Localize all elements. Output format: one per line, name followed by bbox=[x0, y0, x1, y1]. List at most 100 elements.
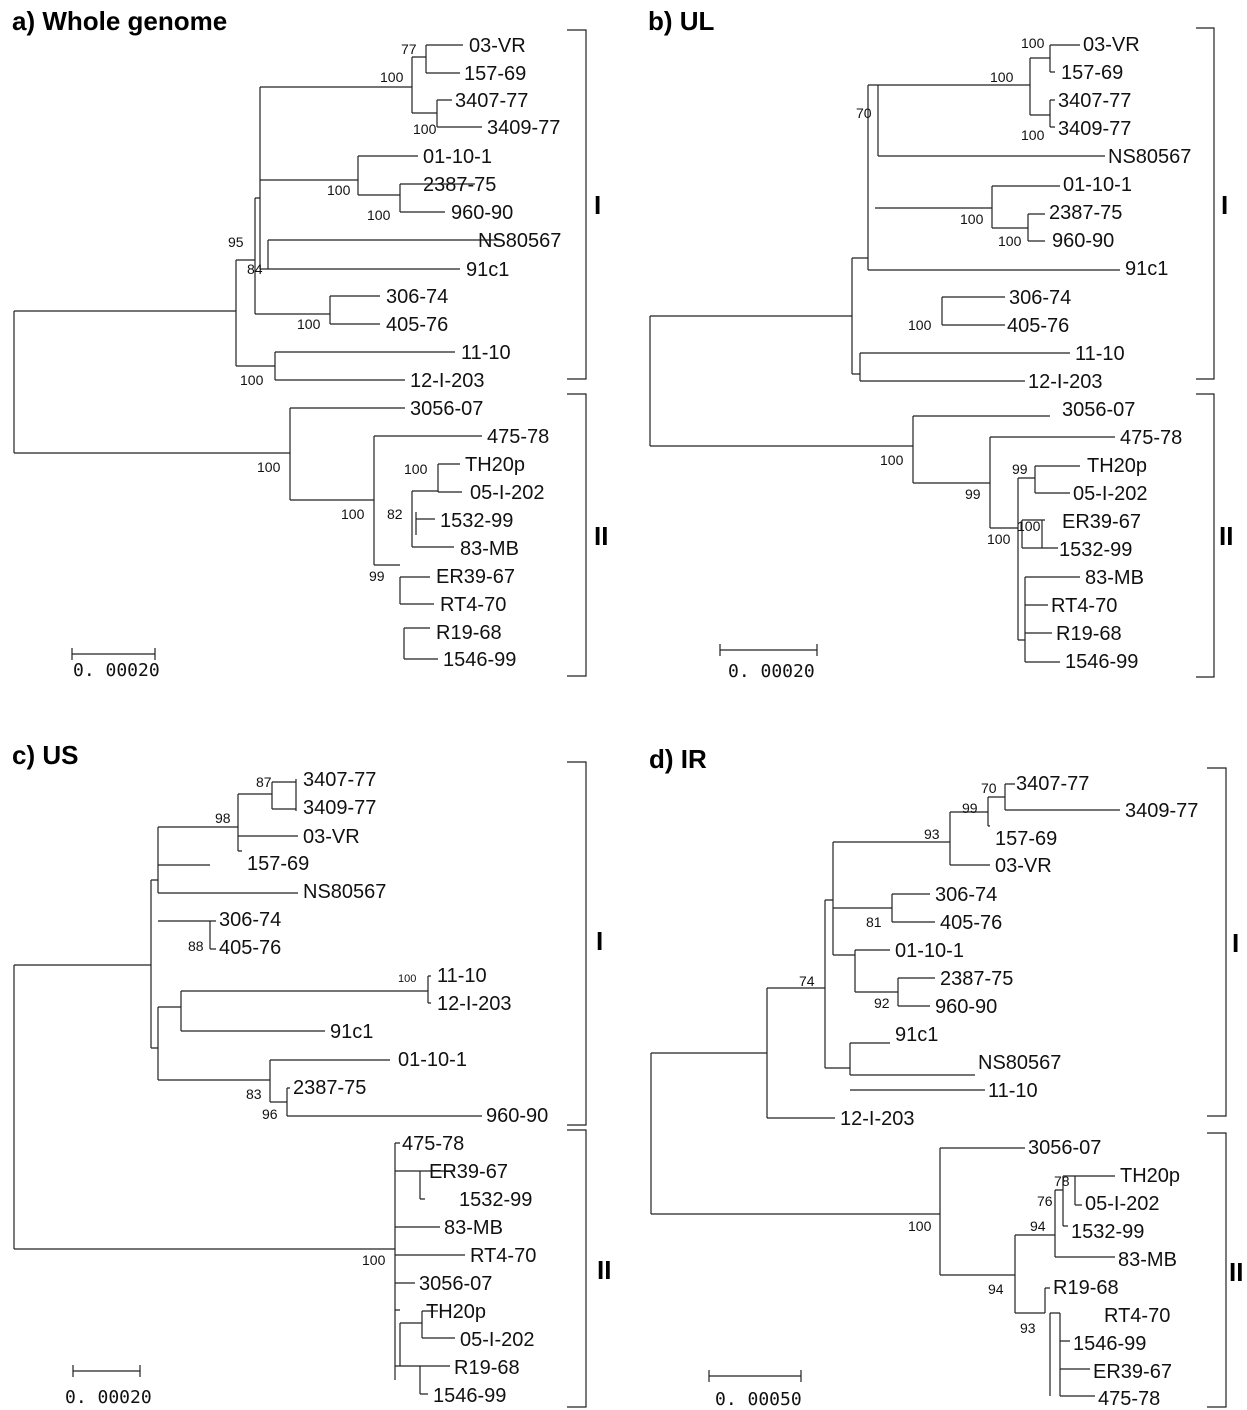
bootstrap-value: 95 bbox=[228, 234, 244, 250]
taxon-label: 3056-07 bbox=[1028, 1137, 1101, 1159]
taxon-label: 01-10-1 bbox=[1063, 174, 1132, 196]
bootstrap-value: 98 bbox=[215, 810, 231, 826]
taxon-label: 1546-99 bbox=[443, 649, 516, 671]
taxon-label: 405-76 bbox=[1007, 315, 1069, 337]
bootstrap-value: 74 bbox=[799, 973, 815, 989]
taxon-label: 83-MB bbox=[1118, 1249, 1177, 1271]
panel-a-taxon-labels: 03-VR 157-69 3407-77 3409-77 01-10-1 238… bbox=[386, 35, 561, 671]
panel-d-title: d) IR bbox=[649, 744, 707, 774]
taxon-label: 12-I-203 bbox=[840, 1108, 915, 1130]
panel-d-clade-label-II: II bbox=[1229, 1257, 1243, 1287]
taxon-label: R19-68 bbox=[1053, 1277, 1119, 1299]
taxon-label: 475-78 bbox=[487, 426, 549, 448]
panel-b-clade-bracket-II bbox=[1196, 393, 1215, 678]
taxon-label: 83-MB bbox=[444, 1217, 503, 1239]
panel-d-taxon-labels: 3407-77 3409-77 157-69 03-VR 306-74 405-… bbox=[840, 773, 1198, 1410]
taxon-label: 2387-75 bbox=[293, 1077, 366, 1099]
bootstrap-value: 100 bbox=[380, 69, 404, 85]
bootstrap-value: 84 bbox=[247, 261, 263, 277]
taxon-label: RT4-70 bbox=[1051, 595, 1117, 617]
panel-a-title: a) Whole genome bbox=[12, 6, 227, 36]
bootstrap-value: 93 bbox=[1020, 1320, 1036, 1336]
bootstrap-value: 100 bbox=[341, 506, 365, 522]
taxon-label: ER39-67 bbox=[436, 566, 515, 588]
panel-a-clade-label-I: I bbox=[594, 190, 601, 220]
bootstrap-value: 100 bbox=[990, 69, 1014, 85]
taxon-label: 01-10-1 bbox=[895, 940, 964, 962]
taxon-label: 11-10 bbox=[437, 965, 487, 987]
taxon-label: ER39-67 bbox=[1062, 511, 1141, 533]
taxon-label: TH20p bbox=[465, 454, 525, 476]
panel-c-clade-bracket-I bbox=[567, 761, 587, 1126]
taxon-label: 01-10-1 bbox=[423, 146, 492, 168]
taxon-label: 475-78 bbox=[402, 1133, 464, 1155]
taxon-label: 05-I-202 bbox=[1085, 1193, 1160, 1215]
taxon-label: 03-VR bbox=[469, 35, 526, 57]
taxon-label: 12-I-203 bbox=[437, 993, 512, 1015]
panel-a-whole-genome: a) Whole genome 77 100 100 100 100 95 84… bbox=[12, 6, 608, 681]
taxon-label: 05-I-202 bbox=[460, 1329, 535, 1351]
taxon-label: 91c1 bbox=[466, 259, 509, 281]
taxon-label: 1532-99 bbox=[440, 510, 513, 532]
panel-a-clade-bracket-I bbox=[567, 29, 587, 380]
panel-b-title: b) UL bbox=[648, 6, 715, 36]
taxon-label: 1532-99 bbox=[459, 1189, 532, 1211]
bootstrap-value: 77 bbox=[401, 41, 417, 57]
taxon-label: 960-90 bbox=[451, 202, 513, 224]
bootstrap-value: 99 bbox=[965, 486, 981, 502]
taxon-label: 405-76 bbox=[940, 912, 1002, 934]
bootstrap-value: 100 bbox=[1017, 518, 1041, 534]
taxon-label: 91c1 bbox=[1125, 258, 1168, 280]
taxon-label: R19-68 bbox=[1056, 623, 1122, 645]
panel-c-taxon-labels: 3407-77 3409-77 03-VR 157-69 NS80567 306… bbox=[219, 769, 548, 1407]
panel-c-bootstrap-values: 87 98 88 100 83 96 100 bbox=[188, 774, 416, 1268]
bootstrap-value: 100 bbox=[404, 461, 428, 477]
panel-c-title: c) US bbox=[12, 740, 78, 770]
taxon-label: 157-69 bbox=[247, 853, 309, 875]
taxon-label: 960-90 bbox=[1052, 230, 1114, 252]
panel-a-tree-branches bbox=[13, 44, 500, 660]
taxon-label: 11-10 bbox=[988, 1080, 1038, 1102]
panel-d-tree-branches bbox=[650, 783, 1120, 1397]
bootstrap-value: 87 bbox=[256, 774, 272, 790]
taxon-label: 3407-77 bbox=[455, 90, 528, 112]
bootstrap-value: 100 bbox=[297, 316, 321, 332]
panel-a-scale-bar bbox=[71, 648, 156, 660]
taxon-label: 3409-77 bbox=[303, 797, 376, 819]
taxon-label: 3056-07 bbox=[410, 398, 483, 420]
taxon-label: 03-VR bbox=[995, 855, 1052, 877]
taxon-label: 2387-75 bbox=[940, 968, 1013, 990]
bootstrap-value: 83 bbox=[246, 1086, 262, 1102]
taxon-label: 12-I-203 bbox=[1028, 371, 1103, 393]
panel-d-bootstrap-values: 70 99 93 81 92 74 78 76 94 100 94 93 bbox=[799, 780, 1070, 1336]
taxon-label: TH20p bbox=[426, 1301, 486, 1323]
bootstrap-value: 92 bbox=[874, 995, 890, 1011]
taxon-label: RT4-70 bbox=[1104, 1305, 1170, 1327]
taxon-label: 91c1 bbox=[330, 1021, 373, 1043]
taxon-label: R19-68 bbox=[454, 1357, 520, 1379]
bootstrap-value: 96 bbox=[262, 1106, 278, 1122]
panel-d-scale-bar bbox=[708, 1370, 802, 1382]
panel-d-clade-bracket-I bbox=[1207, 767, 1227, 1117]
taxon-label: 3409-77 bbox=[487, 117, 560, 139]
taxon-label: 3056-07 bbox=[1062, 399, 1135, 421]
taxon-label: 157-69 bbox=[995, 828, 1057, 850]
taxon-label: 91c1 bbox=[895, 1024, 938, 1046]
taxon-label: TH20p bbox=[1120, 1165, 1180, 1187]
bootstrap-value: 100 bbox=[987, 531, 1011, 547]
taxon-label: 05-I-202 bbox=[470, 482, 545, 504]
taxon-label: 05-I-202 bbox=[1073, 483, 1148, 505]
panel-b-clade-bracket-I bbox=[1196, 27, 1215, 380]
bootstrap-value: 88 bbox=[188, 938, 204, 954]
panel-b-clade-label-II: II bbox=[1219, 521, 1233, 551]
taxon-label: 475-78 bbox=[1120, 427, 1182, 449]
taxon-label: 405-76 bbox=[219, 937, 281, 959]
bootstrap-value: 78 bbox=[1054, 1173, 1070, 1189]
panel-c-clade-label-I: I bbox=[596, 926, 603, 956]
panel-b-ul: b) UL 100 100 100 70 100 100 100 100 99 … bbox=[648, 6, 1233, 682]
taxon-label: 2387-75 bbox=[423, 174, 496, 196]
panel-a-bootstrap-values: 77 100 100 100 100 95 84 100 100 100 100… bbox=[228, 41, 437, 584]
panel-a-clade-bracket-II bbox=[567, 393, 587, 677]
taxon-label: 2387-75 bbox=[1049, 202, 1122, 224]
